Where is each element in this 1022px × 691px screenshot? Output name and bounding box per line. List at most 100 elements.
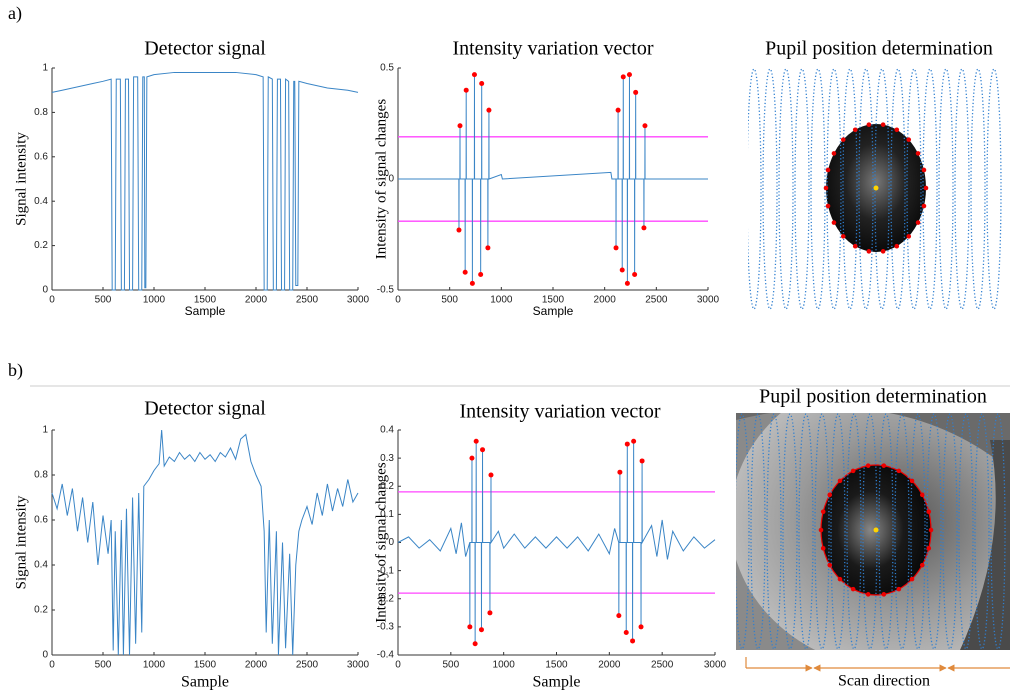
peak-point xyxy=(485,245,491,251)
x-tick-label: 1500 xyxy=(194,295,217,306)
edge-point xyxy=(823,185,829,191)
edge-point xyxy=(926,509,932,514)
y-tick-label: 0 xyxy=(42,650,48,661)
x-tick-label: 3000 xyxy=(347,295,370,306)
scan-trace xyxy=(842,68,858,310)
peak-point xyxy=(616,613,622,619)
peak-point xyxy=(619,267,625,273)
chart-title: Detector signal xyxy=(144,38,266,60)
y-tick-label: 0.5 xyxy=(380,63,394,74)
edge-point xyxy=(896,586,902,592)
x-tick-label: 2500 xyxy=(296,660,319,671)
y-tick-label: 0 xyxy=(388,174,394,185)
scan-trace xyxy=(990,413,1006,650)
edge-point xyxy=(906,137,912,142)
x-tick-label: 0 xyxy=(395,295,401,306)
peak-point xyxy=(631,438,637,444)
peak-point xyxy=(480,447,486,453)
peak-point xyxy=(472,641,478,647)
edge-point xyxy=(906,234,912,239)
scan-trace xyxy=(890,68,906,310)
x-tick-label: 2000 xyxy=(245,660,268,671)
scan-trace xyxy=(798,413,814,650)
edge-point xyxy=(827,562,833,568)
peak-point xyxy=(638,624,644,630)
edge-point xyxy=(896,468,902,474)
x-tick-label: 3000 xyxy=(347,660,370,671)
scan-trace xyxy=(750,413,766,650)
peak-point xyxy=(487,610,493,616)
y-axis-label: Signal intensity xyxy=(13,495,29,589)
edge-point xyxy=(865,463,871,468)
peak-point xyxy=(479,81,485,87)
y-tick-label: 0.6 xyxy=(34,515,48,526)
scan-trace xyxy=(762,68,778,310)
x-tick-label: 0 xyxy=(49,295,55,306)
scan-trace xyxy=(778,68,794,310)
edge-point xyxy=(915,220,921,225)
y-tick-label: 0.2 xyxy=(34,240,48,251)
peak-point xyxy=(615,107,621,113)
signal-line xyxy=(398,74,708,284)
x-tick-label: 1500 xyxy=(542,295,565,306)
x-axis-label: Sample xyxy=(181,674,229,691)
edge-point xyxy=(866,122,872,127)
signal-line xyxy=(51,429,359,656)
x-axis-label: Sample xyxy=(533,304,574,318)
y-tick-label: -0.5 xyxy=(377,285,395,296)
edge-point xyxy=(840,137,846,142)
scan-trace xyxy=(736,413,750,650)
edge-point xyxy=(919,492,925,498)
y-tick-label: 0.2 xyxy=(34,605,48,616)
scan-caption: Scan direction xyxy=(838,673,930,690)
edge-point xyxy=(926,546,932,551)
scan-direction xyxy=(745,657,1010,672)
x-axis-label: Sample xyxy=(533,674,581,691)
peak-point xyxy=(639,458,645,464)
signal-line xyxy=(397,441,716,644)
x-tick-label: 500 xyxy=(442,660,459,671)
peak-point xyxy=(456,227,462,233)
pupil-image xyxy=(748,68,1010,310)
edge-point xyxy=(915,151,921,156)
scan-trace xyxy=(974,413,990,650)
signal-line xyxy=(51,71,359,291)
scan-trace xyxy=(814,413,830,650)
x-axis-label: Sample xyxy=(185,304,226,318)
edge-point xyxy=(880,122,886,127)
x-tick-label: 3000 xyxy=(704,660,727,671)
y-tick-label: 0 xyxy=(42,285,48,296)
pupil-image xyxy=(736,413,1010,650)
chart-title: Intensity variation vector xyxy=(459,401,660,423)
edge-point xyxy=(909,576,915,582)
peak-point xyxy=(641,225,647,231)
edge-point xyxy=(909,478,915,484)
y-tick-label: 0.4 xyxy=(34,196,48,207)
peak-point xyxy=(463,87,469,93)
peak-point xyxy=(617,469,623,475)
edge-point xyxy=(881,592,887,597)
scan-trace xyxy=(926,413,942,650)
edge-point xyxy=(818,527,824,533)
peak-point xyxy=(469,455,475,461)
peak-point xyxy=(478,627,484,633)
y-tick-label: 0.3 xyxy=(380,453,394,464)
edge-point xyxy=(865,592,871,597)
pupil-title: Pupil position determination xyxy=(759,386,987,408)
peak-point xyxy=(486,107,492,113)
scan-trace xyxy=(748,68,762,310)
edge-point xyxy=(881,463,887,468)
y-tick-label: 0.1 xyxy=(380,509,394,520)
scan-trace xyxy=(846,413,862,650)
peak-point xyxy=(633,89,639,95)
edge-point xyxy=(831,151,837,156)
y-tick-label: 0.8 xyxy=(34,107,48,118)
x-tick-label: 500 xyxy=(441,295,458,306)
peak-point xyxy=(642,123,648,129)
y-tick-label: 0.4 xyxy=(34,560,48,571)
x-tick-label: 500 xyxy=(95,660,112,671)
pupil-title: Pupil position determination xyxy=(765,38,993,60)
scan-trace xyxy=(958,413,974,650)
edge-point xyxy=(827,492,833,498)
